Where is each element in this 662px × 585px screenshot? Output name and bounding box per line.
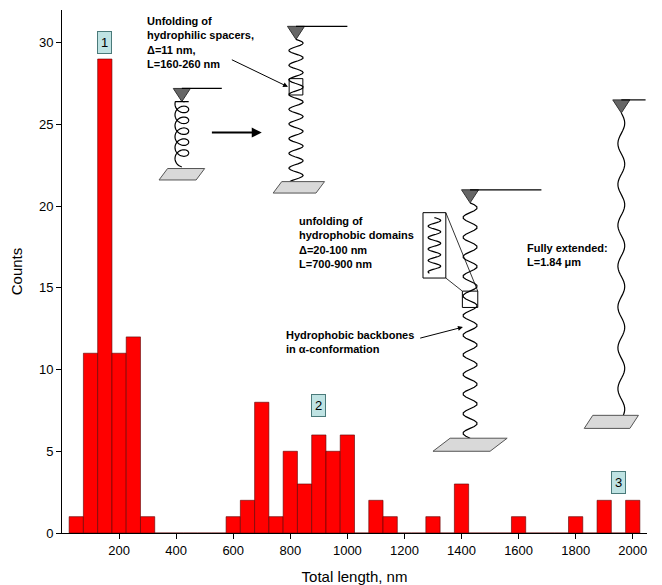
- svg-text:600: 600: [222, 543, 244, 558]
- svg-text:25: 25: [39, 117, 53, 132]
- svg-text:1800: 1800: [561, 543, 590, 558]
- svg-text:15: 15: [39, 280, 53, 295]
- svg-text:Hydrophobic backbonesin α-conf: Hydrophobic backbonesin α-conformation: [286, 329, 414, 355]
- svg-text:unfolding ofhydrophobic domain: unfolding ofhydrophobic domainsΔ=20-100 …: [299, 215, 414, 270]
- svg-text:0: 0: [46, 526, 53, 541]
- svg-text:2: 2: [315, 398, 322, 413]
- svg-text:Fully extended:L=1.84 μm: Fully extended:L=1.84 μm: [527, 242, 608, 268]
- svg-text:3: 3: [615, 475, 622, 490]
- svg-text:Unfolding ofhydrophilic spacer: Unfolding ofhydrophilic spacers,Δ=11 nm,…: [147, 15, 254, 70]
- svg-text:1000: 1000: [333, 543, 362, 558]
- svg-text:1400: 1400: [447, 543, 476, 558]
- svg-text:30: 30: [39, 35, 53, 50]
- svg-text:800: 800: [279, 543, 301, 558]
- svg-text:200: 200: [108, 543, 130, 558]
- svg-text:1200: 1200: [390, 543, 419, 558]
- svg-text:20: 20: [39, 199, 53, 214]
- svg-text:10: 10: [39, 362, 53, 377]
- svg-text:400: 400: [165, 543, 187, 558]
- svg-text:Total length, nm: Total length, nm: [302, 568, 408, 585]
- svg-text:5: 5: [46, 444, 53, 459]
- svg-text:2000: 2000: [618, 543, 647, 558]
- svg-text:1: 1: [101, 35, 108, 50]
- svg-text:1600: 1600: [504, 543, 533, 558]
- svg-text:Counts: Counts: [8, 248, 25, 296]
